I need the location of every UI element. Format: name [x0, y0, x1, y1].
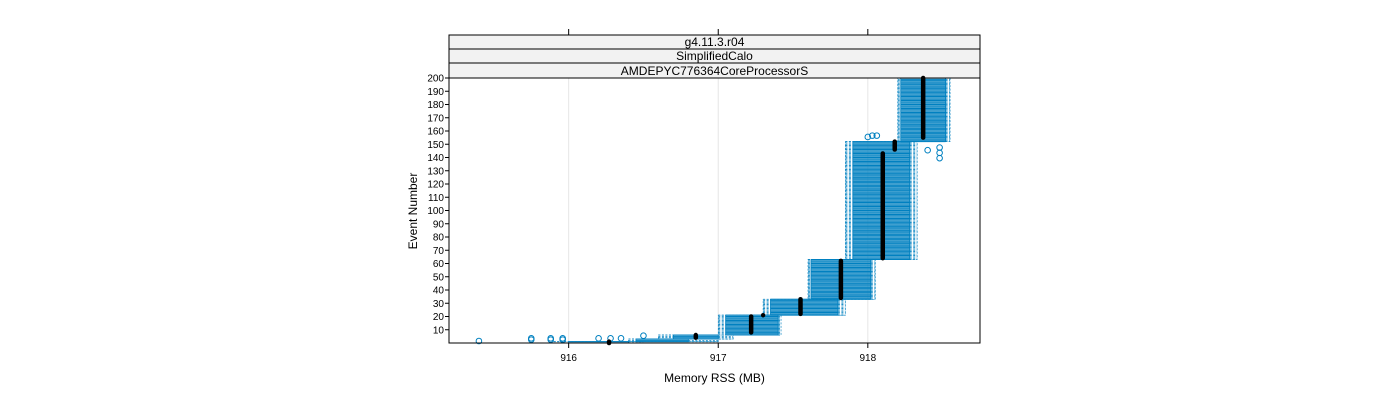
boxes — [553, 77, 951, 344]
top-ticks — [568, 29, 869, 35]
outlier-point-0 — [475, 337, 483, 345]
y-tick-label-80: 80 — [433, 233, 445, 244]
x-axis-title: Memory RSS (MB) — [664, 371, 765, 385]
box-4-iqr — [770, 298, 839, 316]
y-tick-label-60: 60 — [433, 259, 445, 270]
y-tick-label-100: 100 — [427, 206, 444, 217]
strip-1: g4.11.3.r04 — [448, 34, 981, 50]
box-4 — [762, 298, 846, 316]
y-tick-label-150: 150 — [427, 140, 444, 151]
y-tick-label-50: 50 — [433, 272, 445, 283]
strip-2: SimplifiedCalo — [448, 48, 981, 64]
x-tick-label-916: 916 — [560, 353, 577, 364]
y-tick-label-20: 20 — [433, 312, 445, 323]
outlier-point-14 — [924, 146, 931, 154]
x-tick-label-917: 917 — [710, 353, 727, 364]
strip-3-label: AMDEPYC776364CoreProcessorS — [621, 64, 808, 78]
y-tick-label-90: 90 — [433, 219, 445, 230]
outlier-point-2 — [527, 335, 535, 342]
y-tick-label-140: 140 — [427, 153, 444, 164]
outlier-point-9 — [617, 335, 625, 342]
box-3-range — [717, 314, 782, 336]
y-tick-label-70: 70 — [433, 246, 445, 257]
y-axis-title: Event Number — [406, 173, 420, 250]
outlier-point-15 — [936, 154, 943, 162]
outlier-point-6 — [559, 335, 566, 342]
outliers — [475, 132, 943, 345]
y-tick-label-190: 190 — [427, 87, 444, 98]
y-tick-label-30: 30 — [433, 299, 445, 310]
strip-1-label: g4.11.3.r04 — [685, 35, 745, 49]
median-3 — [760, 312, 766, 318]
y-tick-label-170: 170 — [427, 113, 444, 124]
outlier-point-11 — [864, 133, 872, 141]
outlier-point-17 — [936, 144, 943, 151]
strip-2-label: SimplifiedCalo — [676, 49, 753, 63]
strip-3: AMDEPYC776364CoreProcessorS — [448, 62, 981, 79]
y-tick-label-200: 200 — [427, 74, 444, 85]
y-axis: 10 20 30 40 50 60 70 80 90 100 110 120 130 140 150 160 1… — [427, 74, 449, 336]
outlier-point-7 — [595, 335, 602, 342]
y-tick-label-120: 120 — [427, 180, 444, 191]
y-tick-label-110: 110 — [428, 193, 444, 204]
outlier-point-13 — [873, 132, 881, 139]
y-tick-label-180: 180 — [427, 100, 444, 111]
x-tick-label-918: 918 — [859, 353, 876, 364]
y-tick-label-130: 130 — [427, 166, 444, 177]
outlier-point-12 — [869, 132, 876, 139]
y-tick-label-160: 160 — [427, 127, 444, 138]
outlier-point-16 — [936, 149, 943, 157]
outlier-point-10 — [640, 332, 647, 340]
outlier-point-4 — [547, 335, 555, 342]
x-axis: 916 917 918 — [560, 343, 877, 364]
y-tick-label-40: 40 — [433, 286, 445, 297]
y-tick-label-10: 10 — [433, 325, 445, 336]
